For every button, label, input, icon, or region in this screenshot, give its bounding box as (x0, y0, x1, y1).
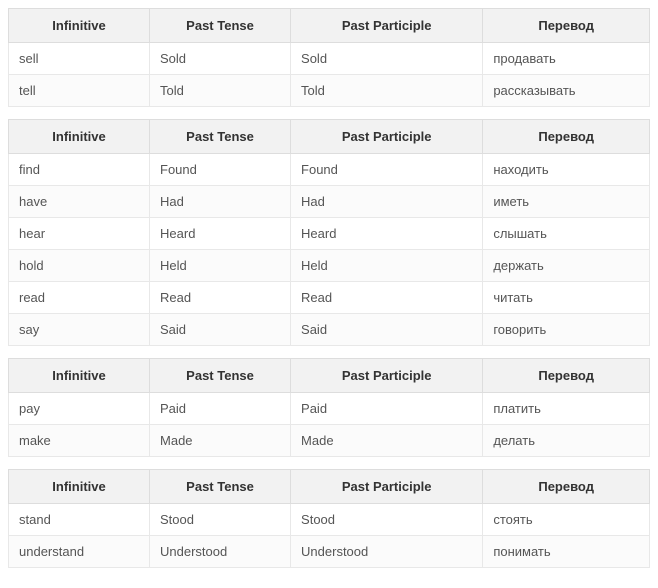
cell-pp: Had (291, 186, 483, 218)
table-row: understandUnderstoodUnderstoodпонимать (9, 536, 650, 568)
cell-pp: Stood (291, 504, 483, 536)
cell-inf: hear (9, 218, 150, 250)
cell-tr: платить (483, 393, 650, 425)
cell-inf: tell (9, 75, 150, 107)
cell-tr: читать (483, 282, 650, 314)
col-header-c4: Перевод (483, 470, 650, 504)
cell-tr: держать (483, 250, 650, 282)
col-header-c2: Past Tense (150, 359, 291, 393)
table-row: saySaidSaidговорить (9, 314, 650, 346)
table-row: findFoundFoundнаходить (9, 154, 650, 186)
col-header-c2: Past Tense (150, 470, 291, 504)
verb-table: InfinitivePast TensePast ParticipleПерев… (8, 8, 650, 107)
cell-inf: understand (9, 536, 150, 568)
cell-pp: Read (291, 282, 483, 314)
cell-past: Made (150, 425, 291, 457)
cell-pp: Held (291, 250, 483, 282)
cell-inf: have (9, 186, 150, 218)
cell-tr: иметь (483, 186, 650, 218)
cell-past: Said (150, 314, 291, 346)
cell-tr: стоять (483, 504, 650, 536)
col-header-c3: Past Participle (291, 359, 483, 393)
cell-tr: рассказывать (483, 75, 650, 107)
cell-past: Had (150, 186, 291, 218)
cell-inf: read (9, 282, 150, 314)
verb-table: InfinitivePast TensePast ParticipleПерев… (8, 119, 650, 346)
table-row: readReadReadчитать (9, 282, 650, 314)
cell-past: Told (150, 75, 291, 107)
table-row: haveHadHadиметь (9, 186, 650, 218)
col-header-c4: Перевод (483, 120, 650, 154)
cell-pp: Sold (291, 43, 483, 75)
cell-pp: Found (291, 154, 483, 186)
cell-past: Understood (150, 536, 291, 568)
verb-table: InfinitivePast TensePast ParticipleПерев… (8, 469, 650, 568)
cell-pp: Understood (291, 536, 483, 568)
col-header-c1: Infinitive (9, 359, 150, 393)
table-row: payPaidPaidплатить (9, 393, 650, 425)
cell-tr: делать (483, 425, 650, 457)
col-header-c2: Past Tense (150, 9, 291, 43)
cell-inf: find (9, 154, 150, 186)
table-row: standStoodStoodстоять (9, 504, 650, 536)
cell-past: Stood (150, 504, 291, 536)
col-header-c2: Past Tense (150, 120, 291, 154)
col-header-c4: Перевод (483, 359, 650, 393)
cell-tr: находить (483, 154, 650, 186)
col-header-c1: Infinitive (9, 470, 150, 504)
cell-pp: Said (291, 314, 483, 346)
cell-past: Sold (150, 43, 291, 75)
cell-inf: hold (9, 250, 150, 282)
cell-pp: Paid (291, 393, 483, 425)
col-header-c1: Infinitive (9, 9, 150, 43)
cell-tr: понимать (483, 536, 650, 568)
col-header-c3: Past Participle (291, 470, 483, 504)
cell-tr: говорить (483, 314, 650, 346)
cell-inf: make (9, 425, 150, 457)
col-header-c3: Past Participle (291, 120, 483, 154)
verb-table: InfinitivePast TensePast ParticipleПерев… (8, 358, 650, 457)
cell-tr: продавать (483, 43, 650, 75)
col-header-c1: Infinitive (9, 120, 150, 154)
cell-past: Held (150, 250, 291, 282)
table-row: tellToldToldрассказывать (9, 75, 650, 107)
verb-tables-container: InfinitivePast TensePast ParticipleПерев… (8, 8, 650, 568)
cell-past: Found (150, 154, 291, 186)
cell-past: Read (150, 282, 291, 314)
col-header-c4: Перевод (483, 9, 650, 43)
cell-inf: pay (9, 393, 150, 425)
cell-pp: Heard (291, 218, 483, 250)
table-row: holdHeldHeldдержать (9, 250, 650, 282)
table-row: sellSoldSoldпродавать (9, 43, 650, 75)
cell-tr: слышать (483, 218, 650, 250)
cell-inf: say (9, 314, 150, 346)
table-row: makeMadeMadeделать (9, 425, 650, 457)
cell-past: Heard (150, 218, 291, 250)
cell-pp: Told (291, 75, 483, 107)
col-header-c3: Past Participle (291, 9, 483, 43)
cell-pp: Made (291, 425, 483, 457)
cell-past: Paid (150, 393, 291, 425)
cell-inf: stand (9, 504, 150, 536)
table-row: hearHeardHeardслышать (9, 218, 650, 250)
cell-inf: sell (9, 43, 150, 75)
